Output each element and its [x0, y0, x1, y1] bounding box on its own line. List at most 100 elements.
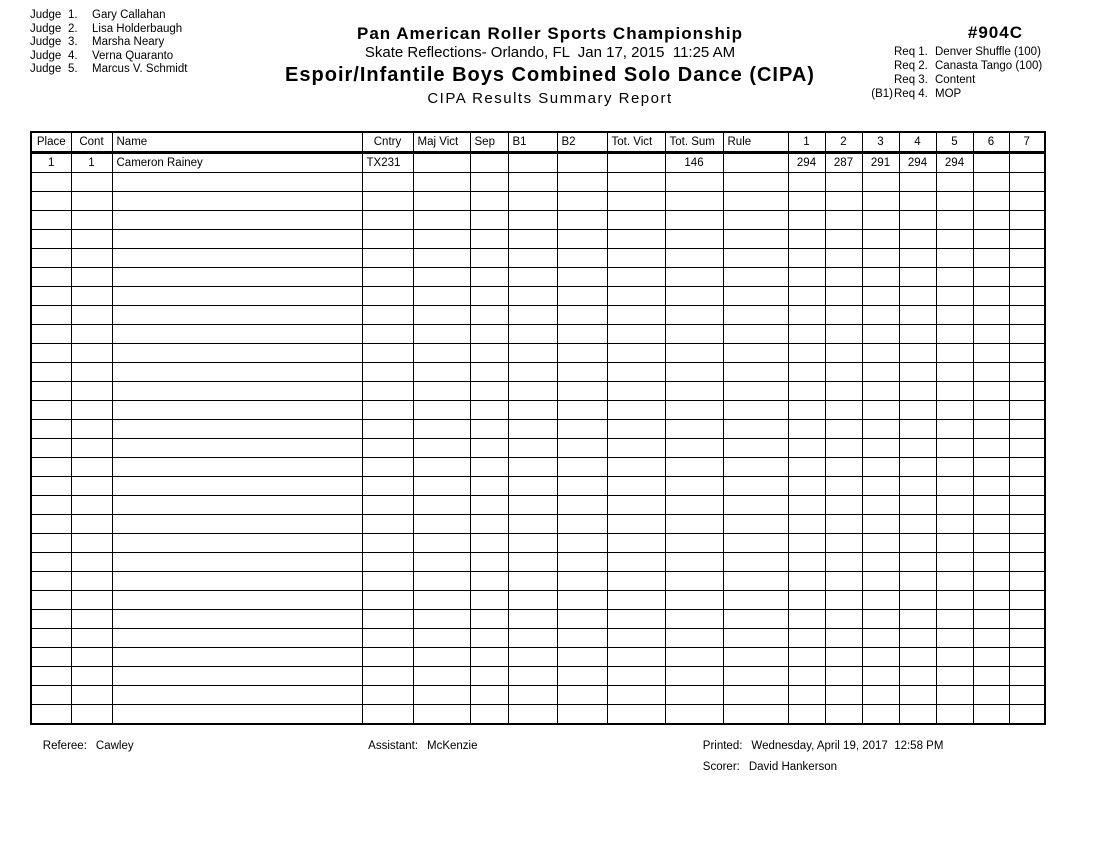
cell-j7	[1008, 590, 1046, 610]
cell-b2	[556, 267, 608, 287]
cell-cont	[70, 666, 113, 686]
column-header-judge-1: 1	[787, 131, 826, 154]
cell-j6	[972, 152, 1010, 173]
assistant-line: Assistant: McKenzie	[356, 728, 478, 764]
cell-cntry	[361, 343, 414, 363]
cell-cntry: TX231	[361, 152, 414, 173]
cell-j7	[1008, 438, 1046, 458]
cell-name	[111, 343, 363, 363]
cell-j1	[787, 647, 826, 667]
cell-j6	[972, 381, 1010, 401]
req-line: (B1) Req 4. MOP	[860, 87, 1042, 101]
cell-tot_sum	[664, 248, 724, 268]
table-row	[30, 210, 1046, 230]
cell-place	[30, 495, 72, 515]
cell-j4	[898, 248, 937, 268]
column-header-judge-5: 5	[935, 131, 974, 154]
cell-j3	[861, 590, 900, 610]
column-header-rule: Rule	[722, 131, 789, 154]
cell-name	[111, 381, 363, 401]
table-row	[30, 419, 1046, 439]
assistant-name: McKenzie	[427, 740, 478, 752]
cell-sep	[469, 590, 509, 610]
column-header-b1: B1	[507, 131, 558, 154]
cell-j7	[1008, 191, 1046, 211]
cell-tot_vict	[606, 324, 666, 344]
cell-place	[30, 628, 72, 648]
cell-rule	[722, 172, 789, 192]
cell-rule	[722, 552, 789, 572]
table-row	[30, 457, 1046, 477]
judge-number: 2.	[68, 22, 78, 35]
cell-tot_vict	[606, 267, 666, 287]
cell-name	[111, 229, 363, 249]
cell-b2	[556, 666, 608, 686]
judge-line: Judge 3. Marsha Neary	[30, 36, 187, 50]
cell-j3	[861, 419, 900, 439]
cell-j5	[935, 305, 974, 325]
cell-j5	[935, 343, 974, 363]
cell-b1	[507, 381, 558, 401]
cell-j6	[972, 362, 1010, 382]
cell-j5	[935, 476, 974, 496]
cell-b2	[556, 286, 608, 306]
cell-j6	[972, 533, 1010, 553]
cell-sep	[469, 438, 509, 458]
cell-name	[111, 210, 363, 230]
req-line: Req 1. Denver Shuffle (100)	[860, 45, 1042, 59]
cell-name	[111, 172, 363, 192]
judge-name: Marsha Neary	[92, 36, 165, 49]
cell-j6	[972, 647, 1010, 667]
cell-j1	[787, 514, 826, 534]
cell-name	[111, 495, 363, 515]
table-row	[30, 533, 1046, 553]
cell-j7	[1008, 457, 1046, 477]
cell-b1	[507, 172, 558, 192]
cell-cont	[70, 457, 113, 477]
cell-j5	[935, 571, 974, 591]
cell-b2	[556, 400, 608, 420]
cell-j5	[935, 248, 974, 268]
judge-name: Lisa Holderbaugh	[92, 22, 183, 35]
cell-tot_sum	[664, 305, 724, 325]
cell-j7	[1008, 267, 1046, 287]
cell-tot_sum: 146	[664, 152, 724, 173]
cell-j4	[898, 191, 937, 211]
cell-j3	[861, 267, 900, 287]
cell-place	[30, 172, 72, 192]
column-header-judge-4: 4	[898, 131, 937, 154]
cell-j6	[972, 343, 1010, 363]
cell-b2	[556, 628, 608, 648]
cell-tot_vict	[606, 362, 666, 382]
cell-sep	[469, 609, 509, 629]
cell-j3	[861, 514, 900, 534]
cell-maj_vict	[412, 438, 471, 458]
cell-tot_vict	[606, 514, 666, 534]
cell-sep	[469, 191, 509, 211]
cell-j4	[898, 514, 937, 534]
table-row	[30, 286, 1046, 306]
cell-cntry	[361, 571, 414, 591]
cell-j7	[1008, 152, 1046, 173]
cell-j5	[935, 381, 974, 401]
cell-j6	[972, 609, 1010, 629]
table-row	[30, 590, 1046, 610]
cell-b2	[556, 248, 608, 268]
cell-j1	[787, 362, 826, 382]
cell-place	[30, 400, 72, 420]
cell-b1	[507, 152, 558, 173]
cell-j5	[935, 267, 974, 287]
cell-sep	[469, 229, 509, 249]
cell-b1	[507, 457, 558, 477]
cell-sep	[469, 533, 509, 553]
cell-b1	[507, 495, 558, 515]
cell-j5	[935, 647, 974, 667]
cell-maj_vict	[412, 362, 471, 382]
cell-tot_sum	[664, 476, 724, 496]
cell-tot_sum	[664, 172, 724, 192]
cell-b2	[556, 685, 608, 705]
cell-cntry	[361, 685, 414, 705]
cell-j1	[787, 476, 826, 496]
cell-j5	[935, 191, 974, 211]
